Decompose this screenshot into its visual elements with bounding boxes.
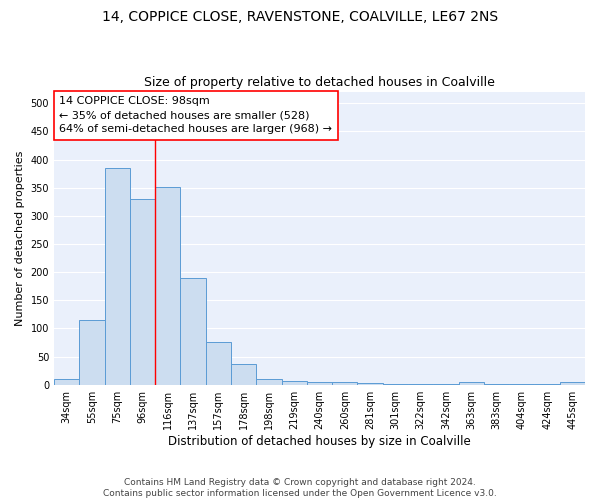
Bar bbox=[358, 383, 383, 384]
Bar bbox=[560, 382, 585, 384]
Text: 14 COPPICE CLOSE: 98sqm
← 35% of detached houses are smaller (528)
64% of semi-d: 14 COPPICE CLOSE: 98sqm ← 35% of detache… bbox=[59, 96, 332, 134]
Bar bbox=[104, 168, 130, 384]
Bar bbox=[181, 278, 206, 384]
Bar bbox=[231, 364, 256, 384]
Bar bbox=[332, 382, 358, 384]
Text: Contains HM Land Registry data © Crown copyright and database right 2024.
Contai: Contains HM Land Registry data © Crown c… bbox=[103, 478, 497, 498]
Bar bbox=[130, 199, 155, 384]
Title: Size of property relative to detached houses in Coalville: Size of property relative to detached ho… bbox=[144, 76, 495, 90]
Bar bbox=[155, 186, 181, 384]
Bar bbox=[307, 382, 332, 384]
Y-axis label: Number of detached properties: Number of detached properties bbox=[15, 150, 25, 326]
Bar bbox=[256, 379, 281, 384]
X-axis label: Distribution of detached houses by size in Coalville: Distribution of detached houses by size … bbox=[168, 434, 471, 448]
Bar bbox=[79, 320, 104, 384]
Bar bbox=[54, 379, 79, 384]
Bar bbox=[281, 381, 307, 384]
Bar bbox=[206, 342, 231, 384]
Bar bbox=[458, 382, 484, 384]
Text: 14, COPPICE CLOSE, RAVENSTONE, COALVILLE, LE67 2NS: 14, COPPICE CLOSE, RAVENSTONE, COALVILLE… bbox=[102, 10, 498, 24]
